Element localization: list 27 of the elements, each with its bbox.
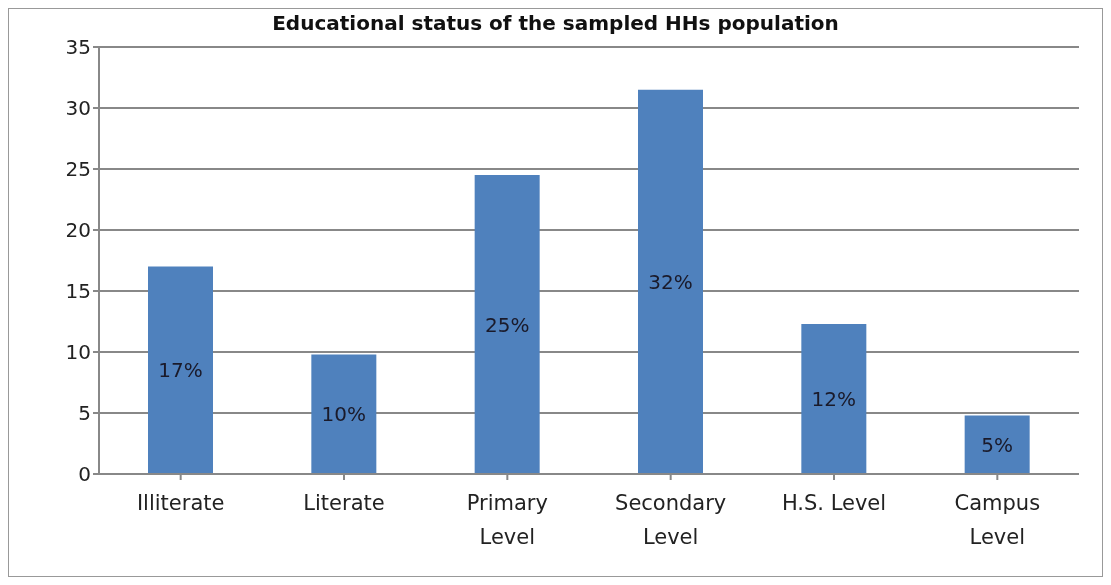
- data-label: 5%: [981, 432, 1014, 457]
- data-label: 25%: [484, 312, 530, 337]
- y-tick-label: 30: [65, 96, 91, 121]
- bar: [474, 175, 540, 474]
- x-tick-label: Illiterate: [136, 491, 225, 515]
- bar: [801, 323, 867, 474]
- y-tick-label: 25: [65, 157, 91, 182]
- bar: [148, 266, 213, 474]
- bar: [964, 415, 1030, 474]
- chart-title: Educational status of the sampled HHs population: [271, 11, 840, 35]
- data-label: 17%: [158, 358, 203, 383]
- x-tick-label: Secondary Level: [615, 491, 727, 549]
- y-tick-label: 15: [65, 279, 91, 304]
- x-tick-label: H.S. Level: [781, 491, 887, 515]
- y-tick-label: 35: [65, 35, 91, 60]
- bar: [311, 354, 377, 474]
- data-label: 32%: [648, 269, 693, 294]
- y-tick-label: 5: [78, 401, 91, 426]
- x-tick-label: Literate: [303, 491, 385, 515]
- data-label: 10%: [321, 402, 367, 427]
- y-tick-label: 20: [65, 218, 91, 243]
- x-tick-label: Primary Level: [466, 491, 548, 549]
- y-tick-label: 10: [65, 340, 91, 365]
- x-tick-label: Campus Level: [954, 491, 1041, 549]
- data-label: 12%: [811, 387, 857, 412]
- bar: [638, 89, 703, 474]
- y-tick-label: 0: [78, 462, 91, 487]
